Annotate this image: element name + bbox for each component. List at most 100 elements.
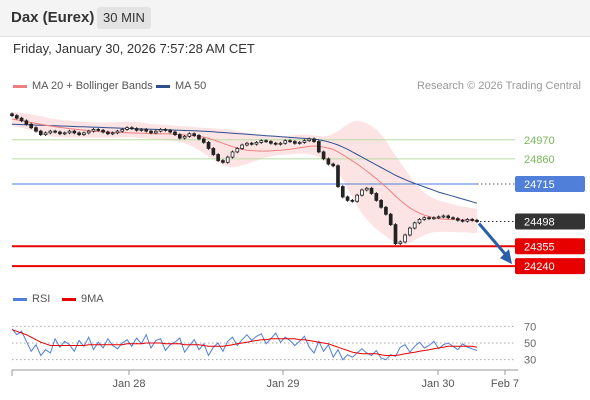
candle-body xyxy=(192,133,197,136)
candle-body xyxy=(465,219,470,222)
candle-body xyxy=(412,222,417,229)
ma50-swatch xyxy=(156,84,170,88)
level-box-24240 xyxy=(515,258,585,275)
candle-body xyxy=(10,113,14,116)
candle-body xyxy=(38,130,43,136)
candle-body xyxy=(269,141,273,144)
candle-body xyxy=(101,129,105,133)
chart-header: Dax (Eurex) 30 MIN xyxy=(0,0,590,37)
rsi-line xyxy=(11,328,478,361)
candle-body xyxy=(62,132,67,135)
candle-body xyxy=(197,135,201,140)
candle-body xyxy=(19,117,24,122)
candle-body xyxy=(336,165,340,187)
rsi-tick-70: 70 xyxy=(524,321,536,333)
candle-body xyxy=(77,132,81,136)
candle-body xyxy=(417,219,422,224)
candle-body xyxy=(297,142,302,144)
candle-body xyxy=(288,140,292,143)
candle-body xyxy=(24,120,29,125)
candle-body xyxy=(221,160,225,163)
candle-body xyxy=(201,138,206,143)
candle-body xyxy=(230,151,235,158)
ma20-line xyxy=(11,118,478,222)
legend-rsi-ma: 9MA xyxy=(62,293,104,305)
candle-body xyxy=(72,130,77,134)
candle-body xyxy=(216,154,220,161)
candle-body xyxy=(264,140,268,143)
interval-badge[interactable]: 30 MIN xyxy=(97,7,151,29)
timestamp: Friday, January 30, 2026 7:57:28 AM CET xyxy=(13,41,255,56)
candle-body xyxy=(149,130,153,134)
candle-body xyxy=(134,128,139,131)
candle-body xyxy=(82,132,86,136)
candle-body xyxy=(393,224,398,245)
instrument-title: Dax (Eurex) xyxy=(11,9,95,26)
legend-ma20-label: MA 20 + Bollinger Bands xyxy=(32,80,153,92)
candle-body xyxy=(451,217,455,220)
x-tick-label: Feb 7 xyxy=(491,378,519,390)
candle-body xyxy=(211,148,216,155)
candle-body xyxy=(369,187,374,194)
candle-body xyxy=(340,186,345,198)
candle-body xyxy=(283,140,288,144)
candle-body xyxy=(153,130,158,134)
candle-body xyxy=(292,141,297,144)
candle-body xyxy=(206,142,211,149)
candle-body xyxy=(163,129,168,131)
rsi-ma-line xyxy=(11,329,478,356)
candle-body xyxy=(446,215,451,219)
candle-body xyxy=(58,131,62,135)
candle-body xyxy=(441,215,446,218)
candle-body xyxy=(408,227,412,236)
level-label-24355: 24355 xyxy=(524,241,555,253)
level-box-24498 xyxy=(515,213,585,230)
candle-body xyxy=(374,193,379,201)
candle-body xyxy=(173,131,177,136)
candle-body xyxy=(316,141,321,153)
candle-body xyxy=(43,132,48,136)
candle-body xyxy=(278,142,283,145)
candle-body xyxy=(460,219,465,222)
candle-body xyxy=(225,156,230,163)
candle-body xyxy=(158,129,163,132)
candle-body xyxy=(436,216,441,219)
candle-body xyxy=(321,151,326,160)
candle-body xyxy=(14,115,19,119)
candle-body xyxy=(326,158,331,165)
rsi-tick-30: 30 xyxy=(524,355,536,367)
level-box-24715 xyxy=(515,175,585,192)
ma50-line xyxy=(11,123,478,204)
candle-body xyxy=(125,127,129,130)
candle-body xyxy=(86,130,91,134)
rsi-swatch xyxy=(13,297,27,301)
candle-body xyxy=(379,199,383,208)
level-label-24240: 24240 xyxy=(524,261,555,273)
candle-body xyxy=(106,131,110,135)
candle-body xyxy=(29,123,34,129)
legend-rsi-label: RSI xyxy=(32,293,51,305)
forecast-arrow xyxy=(477,222,509,258)
candle-body xyxy=(273,142,278,145)
candle-body xyxy=(427,217,431,220)
legend-rsi: RSI xyxy=(13,293,50,305)
candle-body xyxy=(34,127,38,132)
candle-body xyxy=(455,218,460,221)
candle-body xyxy=(470,219,475,221)
level-label-24715: 24715 xyxy=(524,179,555,191)
candle-body xyxy=(53,130,57,133)
level-label-24970: 24970 xyxy=(524,135,555,147)
x-tick-label: Jan 29 xyxy=(266,378,299,390)
candle-body xyxy=(139,129,144,131)
candle-body xyxy=(144,129,149,132)
candle-body xyxy=(120,129,125,132)
candle-body xyxy=(115,130,120,134)
x-tick-label: Jan 28 xyxy=(112,378,145,390)
candle-body xyxy=(168,129,173,133)
legend-ma20: MA 20 + Bollinger Bands xyxy=(13,80,153,92)
candle-body xyxy=(235,148,240,153)
legend-ma50: MA 50 xyxy=(156,80,206,92)
candle-body xyxy=(110,132,115,135)
legend-ma50-label: MA 50 xyxy=(175,80,207,92)
